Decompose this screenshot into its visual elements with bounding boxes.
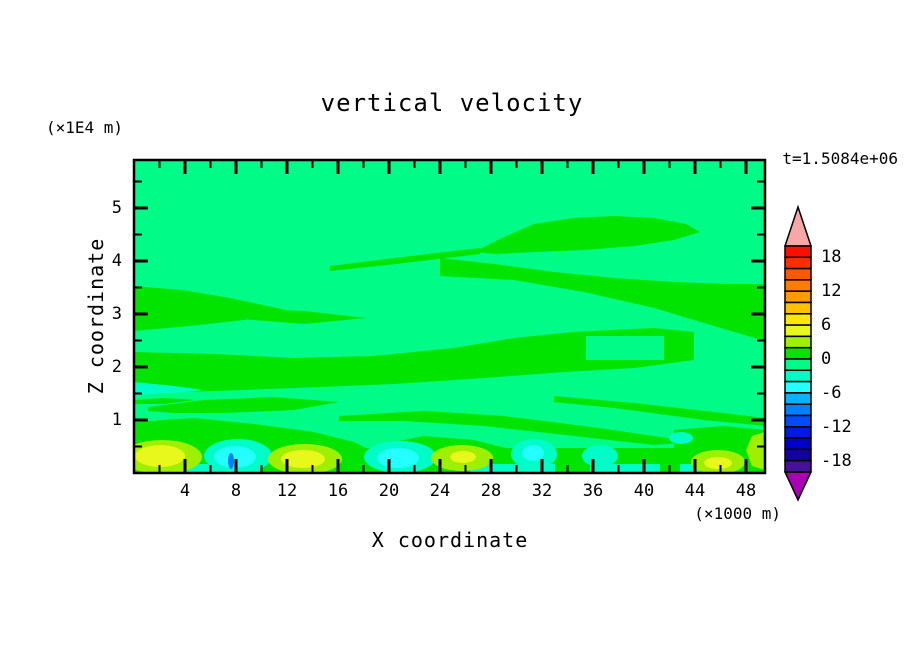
contour-region: [582, 445, 618, 467]
colorbar-under-arrow: [783, 471, 813, 502]
contour-region: [680, 464, 700, 473]
contour-region: [674, 426, 765, 455]
axis-ticks: [134, 160, 765, 473]
colorbar-segment: [784, 335, 812, 349]
colorbar-label-6: 6: [821, 315, 832, 336]
colorbar-segment: [784, 301, 812, 315]
colorbar-segment: [784, 437, 812, 451]
colorbar-label-0: 0: [821, 349, 832, 369]
colorbar-segment: [784, 346, 812, 360]
y-tick-label-3: 3: [111, 304, 122, 324]
colorbar-segment: [784, 403, 812, 417]
y-tick-label-4: 4: [111, 251, 122, 271]
contour-region: [135, 445, 185, 467]
x-tick-label-36: 36: [582, 481, 604, 501]
contour-region: [134, 398, 196, 404]
colorbar-segment: [784, 414, 812, 428]
x-tick-label-24: 24: [429, 481, 451, 501]
x-tick-label-16: 16: [327, 481, 349, 501]
colorbar-label--12: -12: [821, 416, 852, 437]
plot-frame: [132, 158, 767, 475]
contour-region: [134, 382, 204, 395]
contour-region: [704, 457, 732, 469]
colorbar-segment: [784, 358, 812, 372]
contour-region: [590, 464, 660, 473]
contour-region: [228, 453, 234, 469]
colorbar-label--18: -18: [821, 450, 852, 471]
colorbar-segment: [784, 380, 812, 394]
contour-region: [330, 248, 480, 271]
contour-region: [474, 216, 700, 254]
contour-region: [470, 464, 555, 473]
x-tick-label-4: 4: [179, 481, 191, 501]
contour-region: [230, 308, 366, 324]
x-tick-label-32: 32: [531, 481, 553, 501]
contour-region: [450, 451, 476, 463]
colorbar-segment: [784, 459, 812, 473]
chart-title: vertical velocity: [320, 89, 584, 117]
x-tick-label-20: 20: [378, 481, 400, 501]
contour-region: [180, 464, 260, 473]
colorbar-segment: [784, 392, 812, 405]
contour-region: [134, 328, 694, 393]
contour-region: [339, 411, 694, 445]
contour-region: [440, 258, 765, 341]
y-axis-unit-label: (×1E4 m): [46, 118, 124, 137]
contour-region: [148, 397, 339, 413]
colorbar-label--6: -6: [821, 382, 842, 403]
contour-region: [281, 450, 325, 468]
colorbar-segment: [784, 369, 812, 383]
x-axis-unit-label: (×1000 m): [694, 504, 781, 523]
contour-region: [134, 418, 374, 452]
colorbar-segment: [784, 324, 812, 338]
contour-region: [746, 432, 765, 470]
x-tick-label-8: 8: [230, 481, 242, 501]
colorbar-label-12: 12: [821, 281, 842, 302]
colorbar-segment: [784, 426, 812, 439]
contour-region: [522, 445, 544, 461]
colorbar: [783, 204, 813, 502]
colorbar-segment: [784, 267, 812, 281]
x-tick-label-12: 12: [276, 481, 298, 501]
colorbar-over-arrow: [783, 204, 813, 247]
colorbar-label-18: 18: [821, 247, 842, 268]
contour-region: [669, 432, 693, 444]
time-annotation: t=1.5084e+06: [782, 149, 898, 168]
contour-field: [134, 160, 765, 473]
colorbar-segment: [784, 245, 812, 259]
contour-region: [377, 448, 419, 468]
x-tick-label-48: 48: [735, 481, 757, 501]
y-tick-label-2: 2: [111, 357, 122, 377]
colorbar-segment: [784, 448, 812, 462]
x-tick-label-40: 40: [633, 481, 655, 501]
x-tick-label-44: 44: [684, 481, 706, 501]
colorbar-segment: [784, 256, 812, 270]
contour-region: [554, 396, 765, 426]
colorbar-segment: [784, 313, 812, 326]
contour-region: [214, 446, 256, 468]
colorbar-segment: [784, 279, 812, 292]
x-axis-title: X coordinate: [371, 528, 529, 552]
colorbar-segment: [784, 290, 812, 304]
x-tick-label-28: 28: [480, 481, 502, 501]
y-tick-label-5: 5: [111, 198, 122, 218]
y-tick-label-1: 1: [111, 410, 122, 430]
contour-region: [134, 286, 286, 331]
